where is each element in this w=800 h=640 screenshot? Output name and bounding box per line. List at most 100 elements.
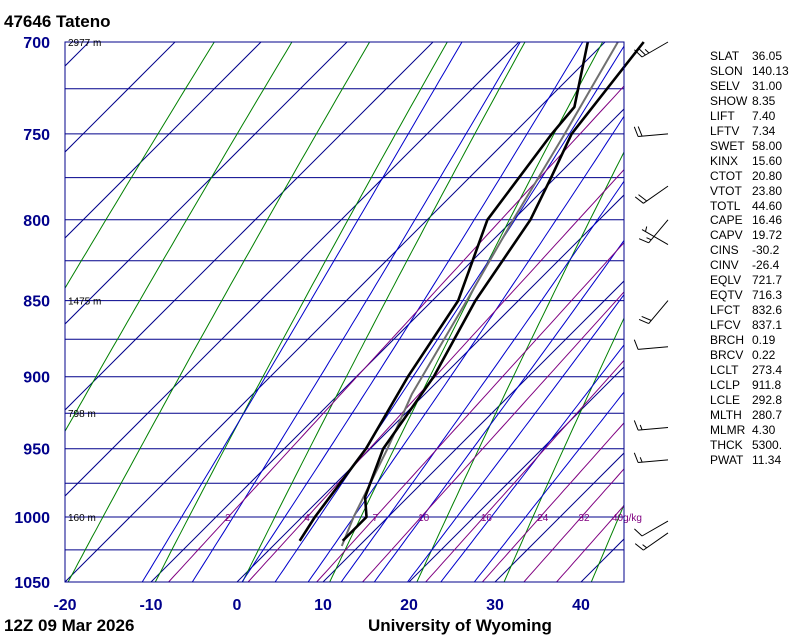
mixing-ratio-label: 4 [304,513,310,524]
isotherm-line [236,194,624,582]
index-key: CAPE [710,213,743,228]
data-source: University of Wyoming [368,616,552,635]
mixing-ratio-line [316,241,624,582]
temperature-tick-label: 10 [314,597,332,614]
dry-adiabat-line [154,42,448,582]
index-key: EQTV [710,288,743,303]
wind-barb-shaft [634,185,669,204]
index-key: LCLT [710,363,739,378]
index-row: CAPV 19.72 [710,228,789,243]
mixing-ratio-label: 7 [372,513,378,524]
index-row: VTOT 23.80 [710,184,789,199]
wind-barb [641,226,669,246]
dry-adiabat-line [590,503,624,582]
moist-adiabat-line [141,42,463,582]
pressure-tick-label: 800 [23,213,50,230]
index-key: CINV [710,258,739,273]
mixing-ratio-line [361,291,624,582]
index-row: EQLV 721.7 [710,273,789,288]
index-key: MLTH [710,407,742,422]
wind-barb [634,520,669,537]
isotherm-line [65,42,434,411]
index-key: LIFT [710,108,735,123]
index-row: CINV -26.4 [710,258,789,273]
index-key: EQLV [710,273,742,288]
mixing-ratio-label: 32 [578,513,590,524]
dry-adiabat-line [65,42,215,290]
index-value: 140.13 [752,63,789,78]
height-label: 798 m [68,409,96,420]
isotherm-line [65,42,606,582]
wind-barb-shaft [633,126,669,137]
moist-adiabat-line [191,42,521,582]
wind-barb-shaft [641,226,669,246]
index-key: SHOW [710,93,748,108]
index-row: TOTL 44.60 [710,199,789,214]
dewpoint-trace [298,41,590,542]
isotherm-line [65,42,520,497]
mixing-ratio-label: 24 [537,513,549,524]
index-value: 15.60 [752,153,783,168]
moist-adiabat-line [406,293,624,582]
index-value: 7.34 [752,123,776,138]
index-value: 11.34 [752,452,782,467]
index-value: 23.80 [752,183,783,198]
index-row: BRCV 0.22 [710,348,789,363]
wind-barb-shaft [638,300,669,325]
index-row: LCLE 292.8 [710,393,789,408]
wind-barb-shaft [633,420,669,431]
moist-adiabat-line [274,45,624,582]
index-key: KINX [710,153,739,168]
mixing-ratio-label: 10 [418,513,430,524]
wind-barb [638,300,669,325]
wind-barb-shaft [638,219,669,244]
sounding-indices-table: SLAT 36.05 SLON 140.13 SELV 31.00 SHOW 8.35 LIFT… [710,49,789,468]
index-value: 716.3 [752,288,783,303]
index-value: 280.7 [752,407,783,422]
mixing-ratio-label: 40g/kg [612,513,642,524]
index-row: SHOW 8.35 [710,94,789,109]
wind-barb-shaft [634,41,669,58]
index-key: TOTL [710,198,741,213]
index-key: LCLP [710,377,741,392]
wind-barb [633,126,669,137]
index-value: 273.4 [752,363,783,378]
wind-barb-shaft [633,452,669,463]
index-row: PWAT 11.34 [710,453,789,468]
dry-adiabat-line [65,42,293,433]
isotherm-line [494,452,624,582]
moist-adiabat-line [440,344,624,582]
dry-adiabat-line [416,150,624,582]
index-row: LFCV 837.1 [710,318,789,333]
mixing-ratio-line [167,85,624,582]
index-value: 31.00 [752,78,783,93]
temperature-tick-label: -20 [53,597,76,614]
index-key: LFTV [710,123,740,138]
index-row: KINX 15.60 [710,154,789,169]
index-row: SLAT 36.05 [710,49,789,64]
index-key: LCLE [710,392,741,407]
plot-area [65,42,624,582]
index-key: SWET [710,138,745,153]
dry-adiabat-line [67,42,371,582]
pressure-tick-label: 950 [23,442,50,459]
index-row: THCK 5300. [710,438,789,453]
wind-barb [638,219,669,244]
pressure-tick-label: 700 [23,35,50,52]
isotherm-line [65,42,176,153]
index-key: SLON [710,63,743,78]
index-row: MLMR 4.30 [710,423,789,438]
mixing-ratio-line [247,168,624,582]
index-value: 292.8 [752,392,783,407]
mixing-ratio-label: 2 [225,513,231,524]
index-value: 0.22 [752,348,776,363]
wind-barb [633,452,669,463]
temperature-tick-label: 40 [572,597,590,614]
index-row: SWET 58.00 [710,139,789,154]
index-row: LFCT 832.6 [710,303,789,318]
index-value: 58.00 [752,138,783,153]
pressure-tick-label: 1050 [14,575,50,592]
index-row: CTOT 20.80 [710,169,789,184]
index-key: BRCV [710,348,744,363]
temperature-tick-label: -10 [139,597,162,614]
